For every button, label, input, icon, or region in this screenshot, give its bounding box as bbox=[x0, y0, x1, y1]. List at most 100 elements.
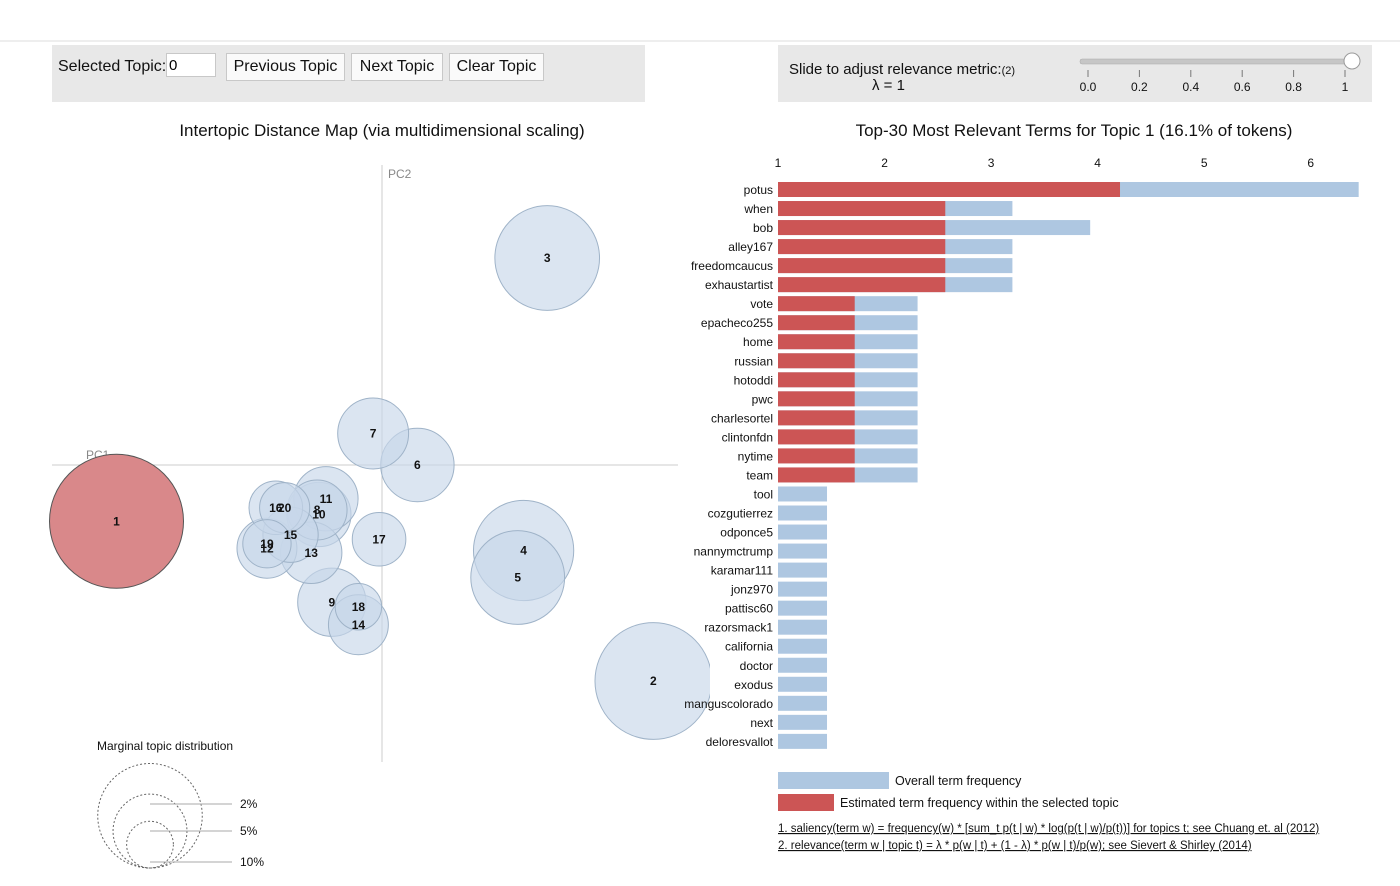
topic-bubble-label: 7 bbox=[370, 427, 377, 441]
term-label[interactable]: pattisc60 bbox=[725, 602, 773, 616]
bar-estimated[interactable] bbox=[778, 334, 855, 350]
term-label[interactable]: home bbox=[743, 335, 773, 349]
topic-bubble-label: 17 bbox=[372, 532, 386, 546]
bar-estimated[interactable] bbox=[778, 277, 946, 293]
bar-overall[interactable] bbox=[778, 676, 828, 692]
topic-bubble-label: 15 bbox=[284, 528, 298, 542]
term-label[interactable]: deloresvallot bbox=[706, 735, 774, 749]
topic-bubble[interactable] bbox=[470, 530, 566, 625]
bar-x-tick-label: 4 bbox=[1094, 156, 1101, 170]
term-label[interactable]: odponce5 bbox=[720, 526, 773, 540]
bar-overall[interactable] bbox=[778, 486, 828, 502]
topic-bubble[interactable] bbox=[594, 622, 710, 740]
topic-bubble[interactable] bbox=[337, 397, 410, 470]
previous-topic-button[interactable]: Previous Topic bbox=[226, 53, 345, 81]
term-label[interactable]: charlesortel bbox=[711, 411, 773, 425]
bar-estimated[interactable] bbox=[778, 448, 855, 464]
topic-bubble[interactable] bbox=[351, 511, 407, 567]
legend-swatch-overall bbox=[778, 772, 889, 789]
bar-estimated[interactable] bbox=[778, 353, 855, 369]
bar-x-tick-label: 3 bbox=[988, 156, 995, 170]
bar-estimated[interactable] bbox=[778, 372, 855, 388]
selected-topic-input[interactable] bbox=[166, 53, 216, 77]
bar-overall[interactable] bbox=[778, 562, 828, 578]
bar-estimated[interactable] bbox=[778, 182, 1121, 197]
topic-bubble-label: 12 bbox=[260, 541, 274, 555]
term-bars: potus when bob alley167 freedomcaucus exhaust… bbox=[684, 182, 1359, 749]
next-topic-button[interactable]: Next Topic bbox=[351, 53, 443, 81]
bar-estimated[interactable] bbox=[778, 239, 946, 255]
term-label[interactable]: hotoddi bbox=[734, 373, 773, 387]
topic-bubble-label: 6 bbox=[414, 458, 421, 472]
footnote-relevance[interactable]: 2. relevance(term w | topic t) = λ * p(w… bbox=[778, 840, 1252, 852]
bar-estimated[interactable] bbox=[778, 258, 946, 274]
topic-bubble-label: 8 bbox=[314, 503, 321, 517]
slider-ticks: 0.0 0.2 0.4 0.6 0.8 1 bbox=[1080, 70, 1349, 94]
term-label[interactable]: freedomcaucus bbox=[691, 259, 773, 273]
slider-track[interactable] bbox=[1079, 58, 1353, 65]
bar-overall[interactable] bbox=[778, 733, 828, 749]
topic-bubble-label: 20 bbox=[278, 501, 292, 515]
topic-bubble-label: 9 bbox=[329, 595, 336, 609]
term-label[interactable]: doctor bbox=[740, 659, 773, 673]
term-label[interactable]: karamar111 bbox=[711, 564, 774, 578]
bar-estimated[interactable] bbox=[778, 296, 855, 312]
term-label[interactable]: russian bbox=[734, 354, 773, 368]
term-label[interactable]: nytime bbox=[738, 449, 774, 463]
topic-bubble[interactable] bbox=[242, 519, 292, 569]
term-label[interactable]: vote bbox=[750, 297, 773, 311]
selected-topic-label: Selected Topic: bbox=[58, 58, 167, 75]
term-label[interactable]: cozgutierrez bbox=[708, 507, 773, 521]
term-label[interactable]: epacheco255 bbox=[701, 316, 773, 330]
bar-overall[interactable] bbox=[778, 505, 828, 521]
topic-bubble-label: 14 bbox=[352, 618, 366, 632]
term-label[interactable]: team bbox=[746, 468, 773, 482]
bar-estimated[interactable] bbox=[778, 410, 855, 426]
term-label[interactable]: bob bbox=[753, 221, 773, 235]
bar-estimated[interactable] bbox=[778, 429, 855, 445]
term-label[interactable]: exodus bbox=[734, 678, 773, 692]
term-label[interactable]: california bbox=[725, 640, 773, 654]
bar-estimated[interactable] bbox=[778, 315, 855, 331]
term-label[interactable]: when bbox=[743, 202, 773, 216]
slider-tick-label: 0.8 bbox=[1285, 80, 1302, 94]
bar-x-tick-label: 2 bbox=[881, 156, 888, 170]
topic-bubble-label: 5 bbox=[514, 571, 521, 585]
bar-overall[interactable] bbox=[778, 695, 828, 711]
term-label[interactable]: razorsmack1 bbox=[704, 621, 773, 635]
bar-estimated[interactable] bbox=[778, 220, 946, 236]
bar-estimated[interactable] bbox=[778, 391, 855, 407]
term-label[interactable]: pwc bbox=[752, 392, 773, 406]
term-label[interactable]: tool bbox=[754, 487, 773, 501]
bar-estimated[interactable] bbox=[778, 467, 855, 483]
term-label[interactable]: next bbox=[750, 716, 773, 730]
term-label[interactable]: nannymctrump bbox=[694, 545, 774, 559]
legend-circle bbox=[97, 762, 203, 869]
bar-overall[interactable] bbox=[778, 638, 828, 654]
bar-overall[interactable] bbox=[778, 600, 828, 616]
term-label[interactable]: manguscolorado bbox=[684, 697, 773, 711]
term-label[interactable]: alley167 bbox=[728, 240, 773, 254]
term-label[interactable]: exhaustartist bbox=[705, 278, 774, 292]
topic-bubble[interactable] bbox=[494, 205, 601, 311]
topic-bubble[interactable] bbox=[334, 583, 383, 631]
footnote-saliency[interactable]: 1. saliency(term w) = frequency(w) * [su… bbox=[778, 823, 1319, 835]
bar-overall[interactable] bbox=[778, 657, 828, 673]
topic-bubble[interactable] bbox=[49, 453, 184, 589]
relevance-slider[interactable]: 0.0 0.2 0.4 0.6 0.8 1 bbox=[1070, 48, 1370, 98]
bar-overall[interactable] bbox=[778, 543, 828, 559]
bar-x-tick-label: 5 bbox=[1201, 156, 1208, 170]
term-label[interactable]: clintonfdn bbox=[722, 430, 773, 444]
bar-overall[interactable] bbox=[778, 524, 828, 540]
bar-overall[interactable] bbox=[778, 581, 828, 597]
bar-overall[interactable] bbox=[778, 619, 828, 635]
bar-overall[interactable] bbox=[778, 714, 828, 730]
relevance-label-text: Slide to adjust relevance metric: bbox=[789, 61, 1002, 78]
term-label[interactable]: potus bbox=[744, 183, 773, 197]
slider-tick-label: 0.6 bbox=[1234, 80, 1251, 94]
bar-estimated[interactable] bbox=[778, 201, 946, 217]
term-label[interactable]: jonz970 bbox=[730, 583, 773, 597]
clear-topic-button[interactable]: Clear Topic bbox=[449, 53, 544, 81]
slider-handle[interactable] bbox=[1343, 52, 1361, 70]
